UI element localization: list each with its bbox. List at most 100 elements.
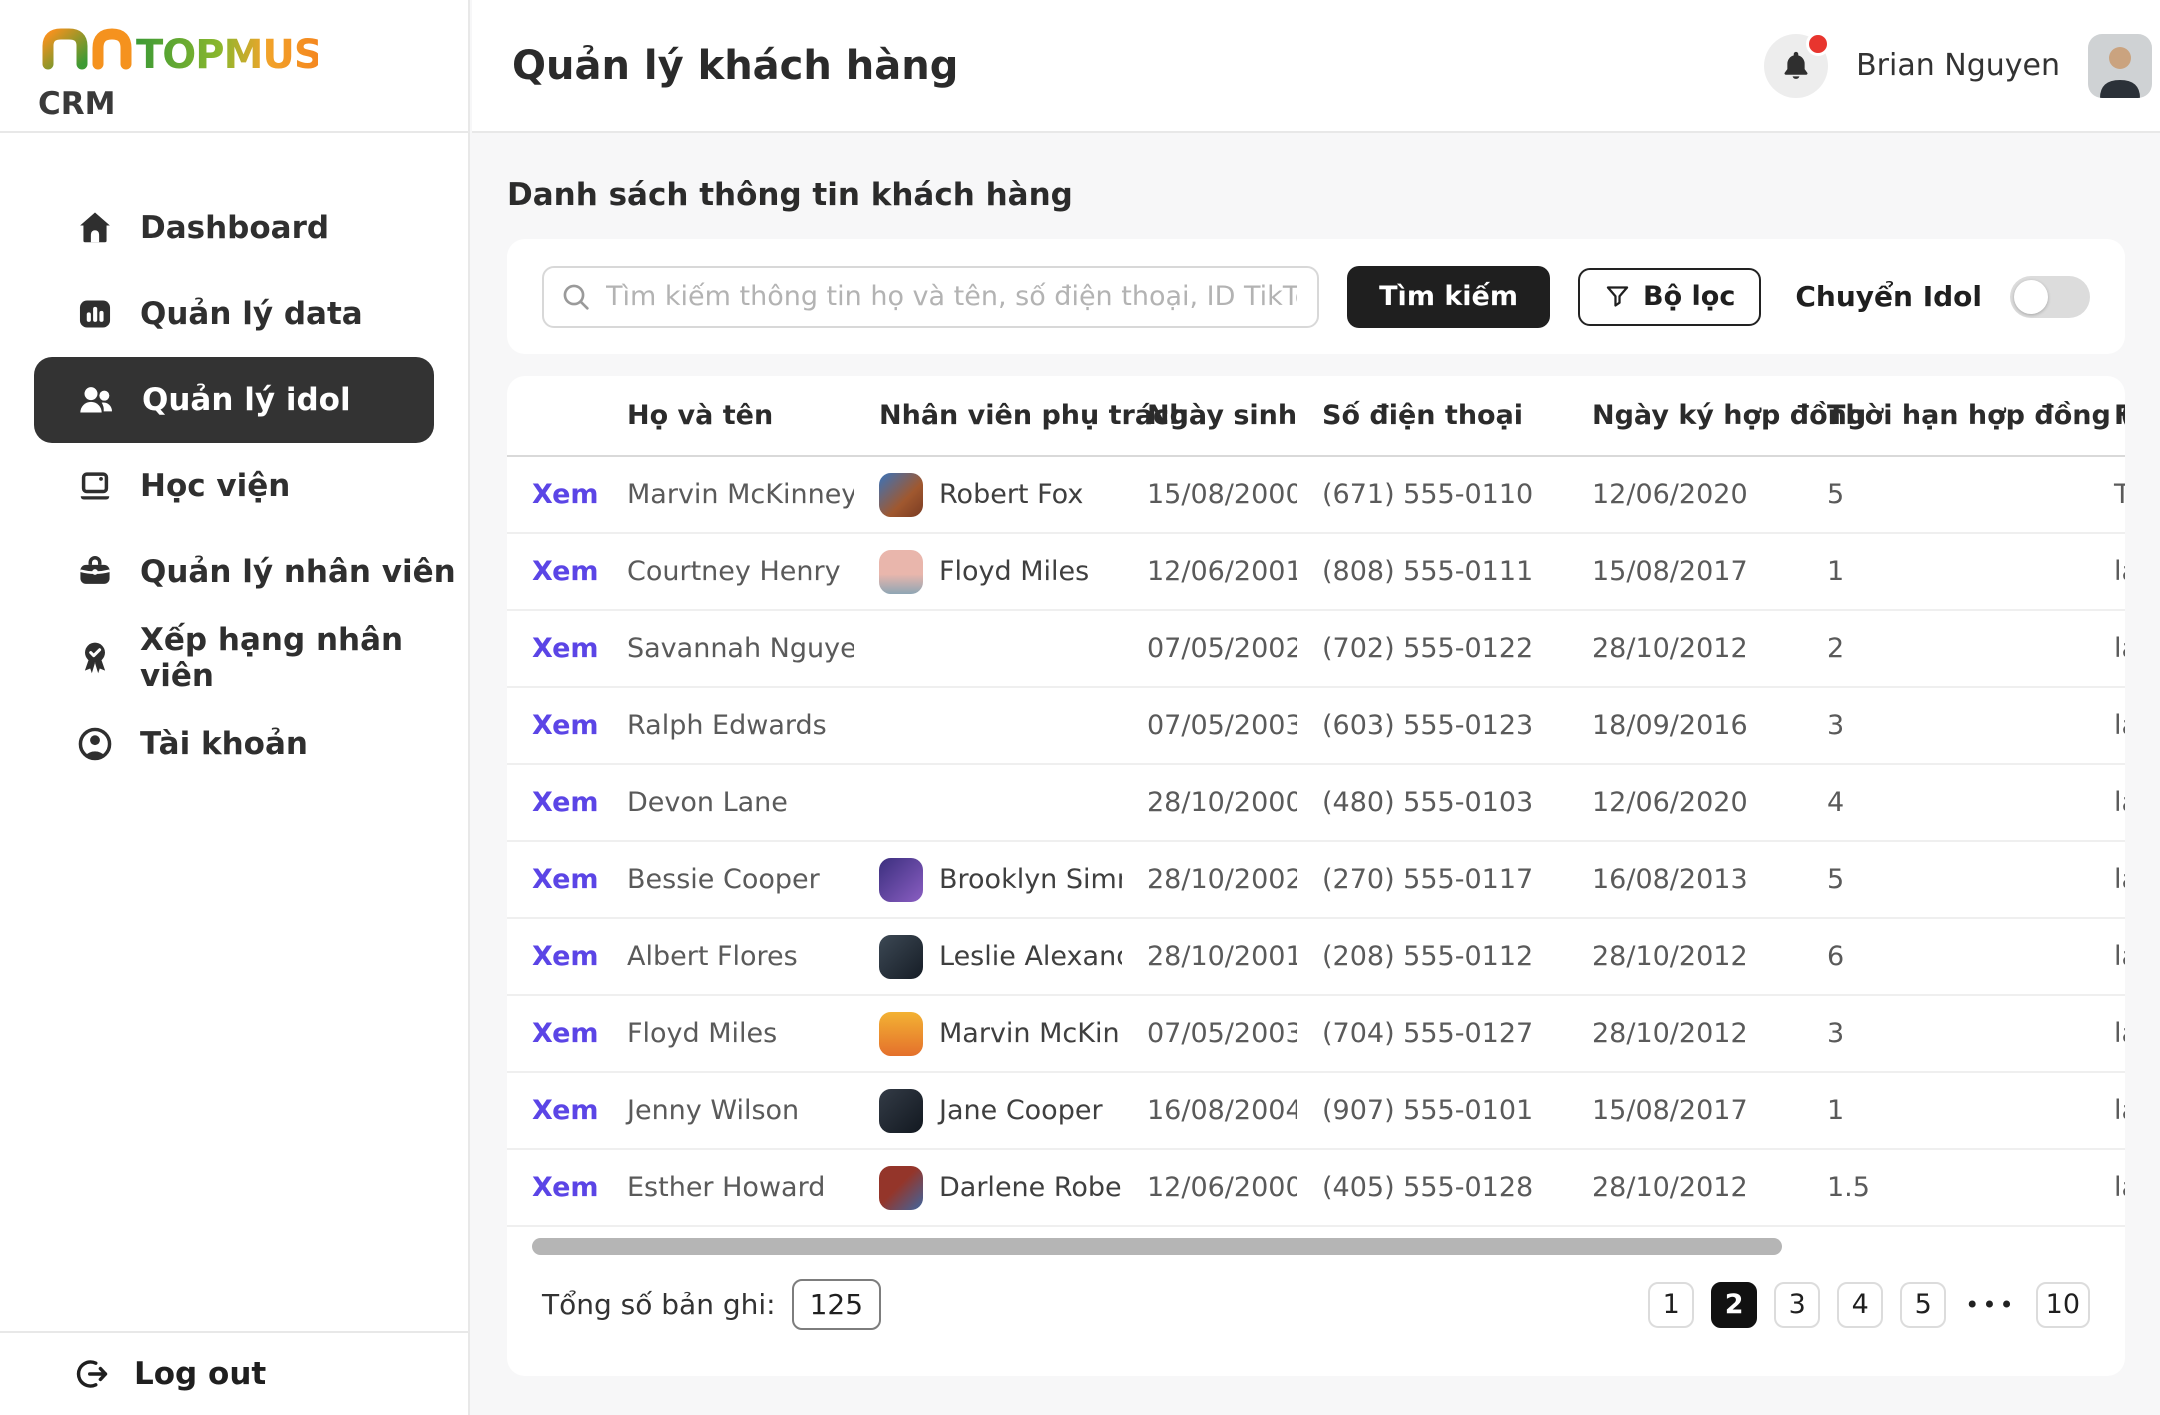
- notifications-button[interactable]: [1764, 31, 1831, 98]
- page-button-10[interactable]: 10: [2035, 1281, 2090, 1328]
- view-link[interactable]: Xem: [532, 787, 599, 818]
- view-link[interactable]: Xem: [532, 633, 599, 664]
- logout-label: Log out: [134, 1356, 267, 1392]
- users-icon: [80, 387, 113, 413]
- sidebar-item-xep-hang-nhan-vien[interactable]: Xếp hạng nhân viên: [0, 615, 468, 701]
- cell-extra: la: [2089, 918, 2125, 996]
- cell-contract-years: 3: [1802, 687, 2089, 765]
- view-link[interactable]: Xem: [532, 941, 599, 972]
- sidebar-item-quan-ly-data[interactable]: Quản lý data: [0, 271, 468, 357]
- cell-phone: (480) 555-0103: [1297, 764, 1567, 842]
- col-extra: F: [2089, 376, 2125, 457]
- search-button[interactable]: Tìm kiếm: [1347, 265, 1551, 328]
- cell-staff: Leslie Alexander: [854, 918, 1122, 996]
- view-link[interactable]: Xem: [532, 864, 599, 895]
- page-button-2-active[interactable]: 2: [1711, 1281, 1758, 1328]
- filter-button[interactable]: Bộ lọc: [1578, 267, 1762, 326]
- cell-contract-years: 4: [1802, 764, 2089, 842]
- cell-name: Esther Howard: [602, 1149, 854, 1227]
- sidebar-item-dashboard[interactable]: Dashboard: [0, 185, 468, 271]
- cell-name: Jenny Wilson: [602, 1072, 854, 1150]
- table-header-row: Họ và tên Nhân viên phụ trách Ngày sinh …: [507, 376, 2125, 457]
- cell-contract-years: 3: [1802, 995, 2089, 1073]
- cell-extra: la: [2089, 687, 2125, 765]
- search-input[interactable]: [542, 265, 1320, 328]
- staff-avatar: [879, 1165, 923, 1210]
- user-name: Brian Nguyen: [1856, 48, 2060, 83]
- cell-dob: 28/10/2000: [1122, 764, 1297, 842]
- page-button-5[interactable]: 5: [1900, 1281, 1947, 1328]
- table-row: Xem Marvin McKinney Robert Fox 15/08/200…: [507, 456, 2125, 534]
- account-icon: [78, 727, 112, 761]
- cell-name: Bessie Cooper: [602, 841, 854, 919]
- sidebar-item-label: Quản lý data: [140, 296, 363, 332]
- table-row: Xem Ralph Edwards 07/05/2003 (603) 555-0…: [507, 687, 2125, 765]
- cell-contract-years: 2: [1802, 610, 2089, 688]
- cell-name: Savannah Nguyen: [602, 610, 854, 688]
- page-button-1[interactable]: 1: [1648, 1281, 1695, 1328]
- col-phone: Số điện thoại: [1297, 376, 1567, 457]
- cell-dob: 16/08/2004: [1122, 1072, 1297, 1150]
- page-title: Quản lý khách hàng: [512, 42, 959, 89]
- cell-phone: (907) 555-0101: [1297, 1072, 1567, 1150]
- table-row: Xem Devon Lane 28/10/2000 (480) 555-0103…: [507, 764, 2125, 842]
- cell-name: Ralph Edwards: [602, 687, 854, 765]
- sidebar-item-tai-khoan[interactable]: Tài khoản: [0, 701, 468, 787]
- staff-avatar: [879, 1088, 923, 1133]
- page-button-4[interactable]: 4: [1837, 1281, 1884, 1328]
- logout-button[interactable]: Log out: [0, 1331, 468, 1415]
- col-dob: Ngày sinh: [1122, 376, 1297, 457]
- sidebar-item-label: Quản lý nhân viên: [140, 554, 456, 590]
- sidebar-item-quan-ly-idol[interactable]: Quản lý idol: [34, 357, 434, 443]
- cell-contract-years: 1: [1802, 533, 2089, 611]
- cell-phone: (671) 555-0110: [1297, 456, 1567, 534]
- view-link[interactable]: Xem: [532, 1018, 599, 1049]
- horizontal-scrollbar: [507, 1227, 2125, 1265]
- user-avatar[interactable]: [2088, 33, 2152, 98]
- col-action: [507, 376, 602, 457]
- table-scroll-area: Họ và tên Nhân viên phụ trách Ngày sinh …: [507, 376, 2125, 1227]
- brand-sub: CRM: [38, 86, 116, 122]
- cell-contract-years: 5: [1802, 841, 2089, 919]
- page-button-3[interactable]: 3: [1774, 1281, 1821, 1328]
- customer-table: Họ và tên Nhân viên phụ trách Ngày sinh …: [507, 376, 2125, 1227]
- view-link[interactable]: Xem: [532, 1172, 599, 1203]
- pagination: 1 2 3 4 5 ••• 10: [1648, 1281, 2090, 1328]
- search-icon: [560, 281, 592, 317]
- pagination-ellipsis: •••: [1965, 1290, 2017, 1319]
- section-title: Danh sách thông tin khách hàng: [507, 177, 1073, 213]
- cell-staff: Marvin McKinney: [854, 995, 1122, 1073]
- cell-dob: 07/05/2002: [1122, 610, 1297, 688]
- toggle-knob: [2014, 279, 2048, 314]
- main-content: Danh sách thông tin khách hàng Tìm kiếm …: [472, 135, 2160, 1415]
- funnel-icon: [1606, 286, 1629, 307]
- switch-idol-toggle[interactable]: [2010, 275, 2090, 318]
- cell-contract-years: 1: [1802, 1072, 2089, 1150]
- staff-avatar: [879, 549, 923, 594]
- cell-extra: la: [2089, 841, 2125, 919]
- view-link[interactable]: Xem: [532, 479, 599, 510]
- table-row: Xem Albert Flores Leslie Alexander 28/10…: [507, 918, 2125, 996]
- view-link[interactable]: Xem: [532, 710, 599, 741]
- cell-dob: 12/06/2001: [1122, 533, 1297, 611]
- sidebar-item-quan-ly-nhan-vien[interactable]: Quản lý nhân viên: [0, 529, 468, 615]
- customer-table-card: Họ và tên Nhân viên phụ trách Ngày sinh …: [507, 376, 2125, 1376]
- cell-name: Devon Lane: [602, 764, 854, 842]
- sidebar-item-label: Tài khoản: [140, 726, 308, 762]
- view-link[interactable]: Xem: [532, 556, 599, 587]
- sidebar-item-label: Dashboard: [140, 210, 330, 246]
- cell-contract-date: 28/10/2012: [1567, 995, 1802, 1073]
- cell-contract-date: 28/10/2012: [1567, 1149, 1802, 1227]
- cell-staff: Jane Cooper: [854, 1072, 1122, 1150]
- total-records-value: 125: [791, 1279, 882, 1330]
- cell-phone: (808) 555-0111: [1297, 533, 1567, 611]
- svg-text:TOPMUS: TOPMUS: [136, 32, 318, 78]
- table-row: Xem Courtney Henry Floyd Miles 12/06/200…: [507, 533, 2125, 611]
- table-row: Xem Floyd Miles Marvin McKinney 07/05/20…: [507, 995, 2125, 1073]
- bell-icon: [1784, 51, 1808, 79]
- view-link[interactable]: Xem: [532, 1095, 599, 1126]
- scrollbar-thumb[interactable]: [532, 1237, 1782, 1255]
- cell-phone: (270) 555-0117: [1297, 841, 1567, 919]
- sidebar-item-hoc-vien[interactable]: Học viện: [0, 443, 468, 529]
- cell-extra: la: [2089, 764, 2125, 842]
